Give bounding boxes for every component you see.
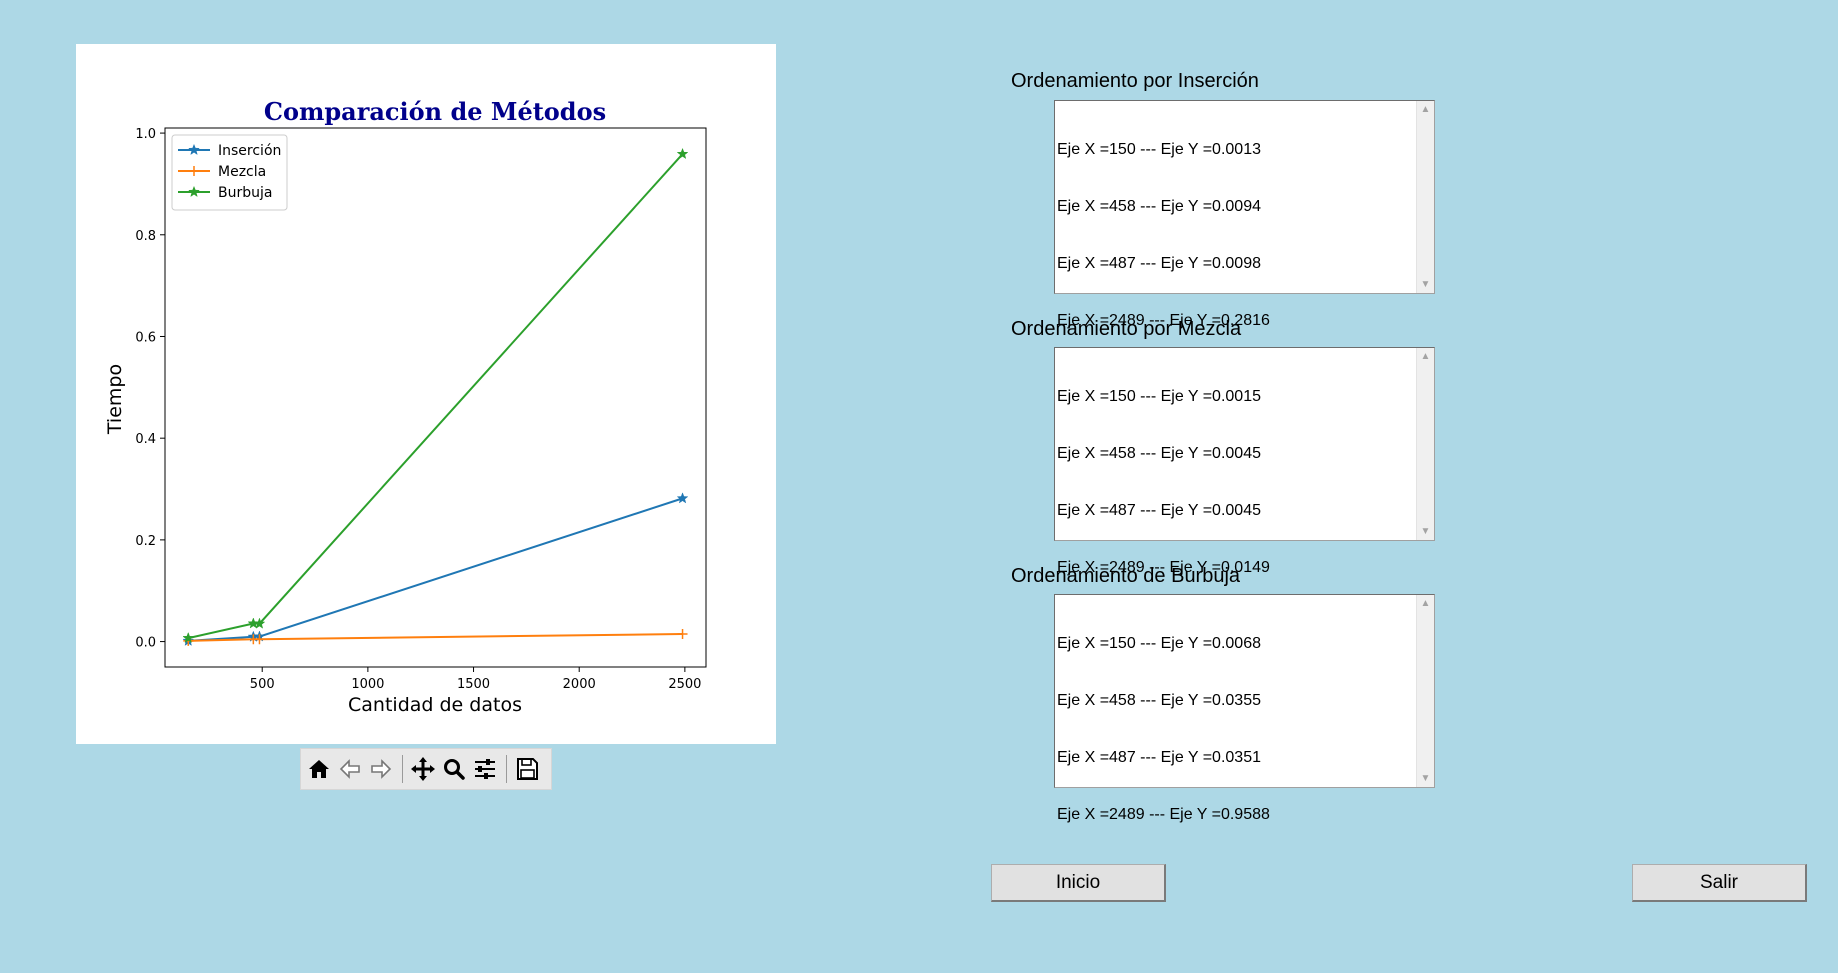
y-tick-label: 0.6 [135, 330, 156, 345]
legend: Inserción Mezcla Burbuja [171, 134, 288, 211]
y-axis: 0.0 0.2 0.4 0.6 0.8 1.0 [135, 127, 165, 651]
mezcla-line: Eje X =2489 --- Eje Y =0.0149 [1057, 559, 1270, 576]
insercion-line: Eje X =487 --- Eje Y =0.0098 [1057, 255, 1261, 272]
scroll-down-icon[interactable]: ▼ [1420, 279, 1431, 290]
mezcla-line: Eje X =458 --- Eje Y =0.0045 [1057, 445, 1261, 462]
line-chart: Comparación de Métodos 0.0 0.2 0.4 0.6 0.8 1.… [104, 97, 707, 716]
scroll-up-icon[interactable]: ▲ [1420, 104, 1431, 115]
mezcla-label: Ordenamiento por Mezcla [1011, 318, 1242, 340]
inicio-button[interactable]: Inicio [991, 864, 1166, 902]
configure-subplots-icon[interactable] [470, 754, 500, 784]
insercion-scrollbar[interactable]: ▲ ▼ [1416, 101, 1434, 293]
chart-title: Comparación de Métodos [264, 97, 606, 126]
mezcla-data-point [677, 628, 688, 639]
plot-area [164, 127, 707, 668]
toolbar-separator [506, 755, 507, 783]
mezcla-line: Eje X =487 --- Eje Y =0.0045 [1057, 502, 1261, 519]
x-tick-label: 1500 [457, 677, 490, 692]
save-icon[interactable] [512, 754, 542, 784]
x-tick-label: 1000 [351, 677, 384, 692]
zoom-icon[interactable] [439, 754, 469, 784]
burbuja-lines: Eje X =150 --- Eje Y =0.0068 Eje X =458 … [1057, 596, 1414, 862]
y-tick-label: 0.0 [135, 636, 156, 651]
y-tick-label: 1.0 [135, 127, 156, 142]
y-tick-label: 0.2 [135, 534, 156, 549]
burbuja-legend-label: Burbuja [218, 185, 272, 201]
forward-arrow-icon[interactable] [366, 754, 396, 784]
scroll-down-icon[interactable]: ▼ [1420, 773, 1431, 784]
y-tick-label: 0.8 [135, 229, 156, 244]
burbuja-line: Eje X =2489 --- Eje Y =0.9588 [1057, 806, 1270, 823]
insercion-data-point [676, 492, 689, 504]
x-axis-label: Cantidad de datos [348, 694, 522, 716]
mezcla-scrollbar[interactable]: ▲ ▼ [1416, 348, 1434, 540]
insercion-legend-label: Inserción [218, 143, 281, 159]
insercion-label: Ordenamiento por Inserción [1011, 70, 1259, 92]
scroll-up-icon[interactable]: ▲ [1420, 598, 1431, 609]
home-icon[interactable] [304, 754, 334, 784]
navigation-toolbar [300, 748, 552, 790]
mezcla-line: Eje X =150 --- Eje Y =0.0015 [1057, 388, 1261, 405]
burbuja-legend-marker [188, 185, 200, 198]
insercion-lines: Eje X =150 --- Eje Y =0.0013 Eje X =458 … [1057, 102, 1414, 368]
insercion-textbox[interactable]: Eje X =150 --- Eje Y =0.0013 Eje X =458 … [1054, 100, 1435, 329]
burbuja-line: Eje X =458 --- Eje Y =0.0355 [1057, 692, 1261, 709]
insercion-legend-marker [188, 143, 200, 156]
x-axis: 500 1000 1500 2000 2500 [250, 667, 701, 692]
burbuja-textbox[interactable]: Eje X =150 --- Eje Y =0.0068 Eje X =458 … [1054, 594, 1435, 823]
burbuja-line: Eje X =150 --- Eje Y =0.0068 [1057, 635, 1261, 652]
insercion-line: Eje X =458 --- Eje Y =0.0094 [1057, 198, 1261, 215]
burbuja-data-point [676, 147, 689, 160]
burbuja-scrollbar[interactable]: ▲ ▼ [1416, 595, 1434, 787]
chart-figure: Comparación de Métodos 0.0 0.2 0.4 0.6 0.8 1.… [76, 44, 776, 744]
salir-button[interactable]: Salir [1632, 864, 1807, 902]
x-tick-label: 2000 [563, 677, 596, 692]
burbuja-label: Ordenamiento de Burbuja [1011, 565, 1241, 587]
burbuja-data-point [182, 631, 195, 644]
insercion-line: Eje X =2489 --- Eje Y =0.2816 [1057, 312, 1270, 329]
x-tick-label: 2500 [668, 677, 701, 692]
scroll-down-icon[interactable]: ▼ [1420, 526, 1431, 537]
burbuja-data-point [253, 617, 266, 629]
mezcla-lines: Eje X =150 --- Eje Y =0.0015 Eje X =458 … [1057, 349, 1414, 615]
back-arrow-icon[interactable] [335, 754, 365, 784]
x-tick-label: 500 [250, 677, 275, 692]
mezcla-data-point [254, 634, 265, 645]
scroll-up-icon[interactable]: ▲ [1420, 351, 1431, 362]
toolbar-separator [402, 755, 403, 783]
pan-icon[interactable] [408, 754, 438, 784]
mezcla-legend-label: Mezcla [218, 164, 266, 180]
y-tick-label: 0.4 [135, 432, 156, 447]
insercion-line: Eje X =150 --- Eje Y =0.0013 [1057, 141, 1261, 158]
series-layer [182, 147, 689, 646]
mezcla-legend-marker [189, 166, 199, 176]
mezcla-textbox[interactable]: Eje X =150 --- Eje Y =0.0015 Eje X =458 … [1054, 347, 1435, 576]
y-axis-label: Tiempo [104, 364, 126, 435]
burbuja-line: Eje X =487 --- Eje Y =0.0351 [1057, 749, 1261, 766]
